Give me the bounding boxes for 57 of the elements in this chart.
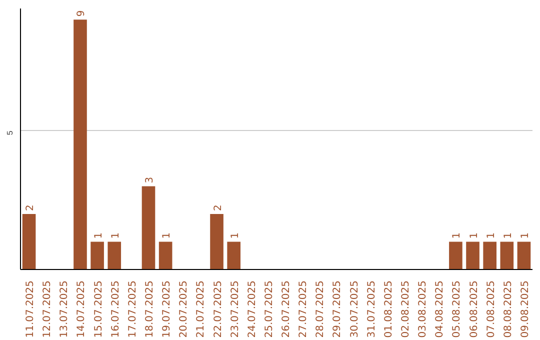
x-tick-label: 05.08.2025: [452, 280, 463, 338]
bar: [74, 20, 87, 270]
x-tick-label: 08.08.2025: [502, 280, 514, 338]
data-label: 9: [76, 10, 88, 17]
x-tick-label: 12.07.2025: [42, 280, 54, 338]
x-tick-label: 01.08.2025: [383, 280, 394, 338]
data-label: 1: [502, 232, 514, 239]
bar: [500, 242, 514, 270]
x-tick-label: 27.07.2025: [298, 280, 310, 338]
x-tick-label: 15.07.2025: [93, 280, 104, 338]
x-tick-label: 25.07.2025: [264, 280, 275, 338]
x-tick-label: 28.07.2025: [315, 280, 326, 338]
x-tick-label: 31.07.2025: [366, 280, 378, 338]
x-tick-label: 17.07.2025: [127, 280, 138, 338]
bar: [517, 242, 531, 270]
bar: [466, 242, 480, 270]
data-label: 1: [162, 232, 173, 239]
bar: [483, 242, 496, 270]
bar: [108, 242, 122, 270]
bar: [142, 186, 156, 270]
x-tick-label: 30.07.2025: [349, 280, 360, 338]
x-tick-label: 22.07.2025: [212, 280, 224, 338]
x-tick-label: 09.08.2025: [520, 280, 531, 338]
data-label: 1: [110, 232, 122, 239]
data-label: 2: [25, 204, 36, 211]
bar: [227, 242, 240, 270]
bar: [449, 242, 462, 270]
data-label: 2: [212, 204, 224, 211]
x-tick-label: 06.08.2025: [468, 280, 480, 338]
x-tick-label: 16.07.2025: [110, 280, 122, 338]
x-tick-label: 18.07.2025: [144, 280, 156, 338]
x-tick-label: 29.07.2025: [332, 280, 344, 338]
x-tick-label: 13.07.2025: [59, 280, 70, 338]
x-tick-label: 26.07.2025: [281, 280, 292, 338]
x-tick-label: 14.07.2025: [76, 280, 88, 338]
x-tick-label: 19.07.2025: [162, 280, 173, 338]
x-tick-label: 20.07.2025: [178, 280, 190, 338]
bar: [22, 214, 36, 270]
data-label: 1: [230, 232, 241, 239]
x-tick-label: 24.07.2025: [246, 280, 258, 338]
x-tick-label: 07.08.2025: [486, 280, 497, 338]
x-tick-label: 02.08.2025: [400, 280, 412, 338]
x-tick-label: 04.08.2025: [434, 280, 446, 338]
x-tick-label: 23.07.2025: [230, 280, 241, 338]
x-tick-label: 03.08.2025: [418, 280, 429, 338]
data-label: 1: [486, 232, 497, 239]
bar: [90, 242, 104, 270]
data-label: 1: [520, 232, 531, 239]
bar: [210, 214, 224, 270]
y-tick-label: 5: [6, 130, 14, 136]
bar: [158, 242, 172, 270]
data-label: 1: [93, 232, 104, 239]
x-tick-label: 21.07.2025: [196, 280, 207, 338]
x-tick-label: 11.07.2025: [25, 280, 36, 338]
data-label: 3: [144, 176, 156, 184]
data-label: 1: [452, 232, 463, 239]
data-label: 1: [468, 232, 480, 239]
